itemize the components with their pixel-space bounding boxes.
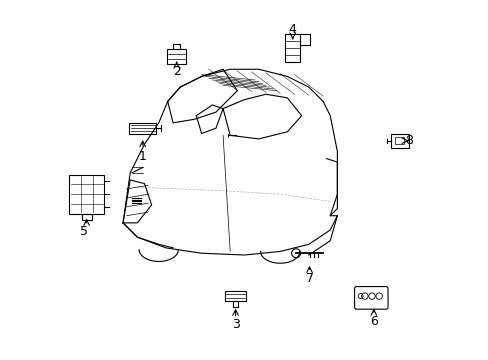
Bar: [285, 34, 300, 62]
Bar: [395, 137, 404, 144]
Text: 6: 6: [369, 315, 377, 328]
Text: 4: 4: [288, 23, 296, 36]
Text: 7: 7: [305, 272, 313, 285]
Text: 2: 2: [172, 64, 180, 77]
Text: 8: 8: [404, 134, 412, 147]
Bar: [224, 291, 246, 301]
Text: 5: 5: [81, 225, 88, 238]
Text: 3: 3: [231, 318, 239, 331]
Bar: [129, 122, 156, 134]
Bar: [69, 175, 104, 214]
Bar: [166, 49, 186, 64]
Bar: [81, 214, 91, 220]
Bar: [390, 134, 408, 148]
Text: 1: 1: [139, 150, 146, 163]
